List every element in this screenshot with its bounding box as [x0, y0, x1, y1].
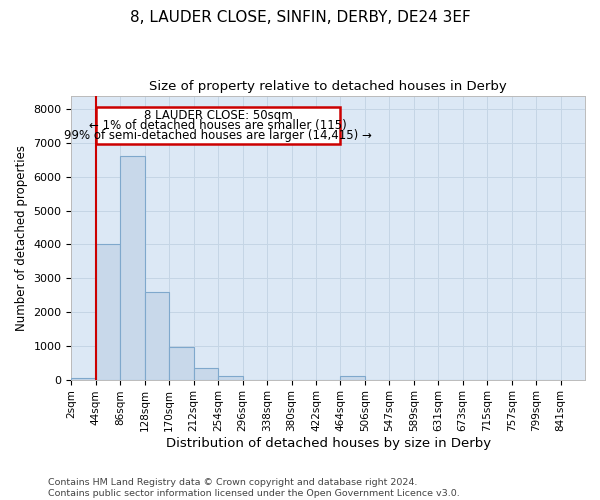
- Bar: [96, 244, 121, 380]
- Bar: [71, 378, 96, 380]
- Text: 99% of semi-detached houses are larger (14,415) →: 99% of semi-detached houses are larger (…: [64, 129, 372, 142]
- Bar: [194, 368, 218, 380]
- Title: Size of property relative to detached houses in Derby: Size of property relative to detached ho…: [149, 80, 507, 93]
- X-axis label: Distribution of detached houses by size in Derby: Distribution of detached houses by size …: [166, 437, 491, 450]
- Bar: [340, 376, 365, 380]
- Y-axis label: Number of detached properties: Number of detached properties: [15, 144, 28, 330]
- Text: ← 1% of detached houses are smaller (115): ← 1% of detached houses are smaller (115…: [89, 119, 347, 132]
- Text: 8 LAUDER CLOSE: 50sqm: 8 LAUDER CLOSE: 50sqm: [144, 109, 293, 122]
- Text: 8, LAUDER CLOSE, SINFIN, DERBY, DE24 3EF: 8, LAUDER CLOSE, SINFIN, DERBY, DE24 3EF: [130, 10, 470, 25]
- Bar: [169, 348, 194, 380]
- Bar: [121, 156, 145, 380]
- Text: Contains HM Land Registry data © Crown copyright and database right 2024.
Contai: Contains HM Land Registry data © Crown c…: [48, 478, 460, 498]
- Bar: [145, 292, 169, 380]
- Bar: [218, 376, 242, 380]
- FancyBboxPatch shape: [96, 108, 340, 144]
